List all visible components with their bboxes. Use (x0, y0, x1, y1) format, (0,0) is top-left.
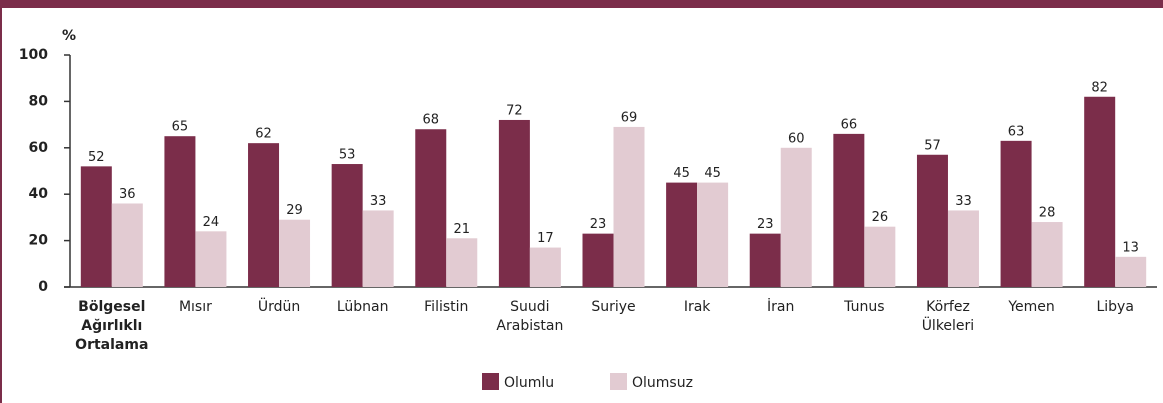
bar (111, 203, 143, 287)
value-label: 24 (203, 215, 220, 230)
y-tick-label: 0 (38, 279, 48, 295)
x-tick-label: Libya (1096, 299, 1134, 315)
value-label: 63 (1008, 124, 1025, 139)
value-label: 53 (339, 148, 356, 163)
value-label: 82 (1091, 80, 1108, 95)
left-border (0, 0, 2, 403)
bar (1031, 222, 1063, 287)
value-label: 33 (955, 194, 972, 209)
x-tick-label: Irak (683, 299, 711, 315)
value-label: 69 (621, 110, 638, 125)
value-label: 45 (673, 166, 690, 181)
x-tick-label: Bölgesel Ağırlıklı Ortalama (75, 299, 149, 353)
bar (164, 136, 196, 287)
legend-label: Olumlu (504, 375, 554, 391)
bar (362, 210, 394, 287)
bar (331, 164, 363, 287)
bar (582, 233, 614, 287)
bar (613, 126, 645, 287)
bar (529, 247, 561, 287)
value-label: 26 (872, 210, 889, 225)
value-label: 23 (590, 217, 607, 232)
y-tick-label: 40 (29, 186, 49, 202)
value-label: 60 (788, 131, 805, 146)
legend-label: Olumsuz (632, 375, 693, 391)
y-tick-label: 80 (29, 93, 49, 109)
value-label: 21 (453, 222, 470, 237)
x-tick-label: Filistin (424, 299, 469, 315)
bar (498, 119, 530, 288)
bar (833, 133, 865, 287)
x-tick-label: Tunus (844, 299, 885, 315)
x-tick-label: Lübnan (336, 299, 389, 315)
value-label: 62 (255, 127, 272, 142)
x-tick-label: Körfez Ülkeleri (921, 299, 975, 334)
bar (749, 233, 781, 287)
bar (1084, 96, 1116, 287)
bar (947, 210, 979, 287)
bar (279, 219, 311, 287)
bar (446, 238, 478, 287)
x-tick-label: Yemen (1008, 299, 1055, 315)
x-tick-label: Ürdün (257, 299, 301, 315)
value-label: 57 (924, 138, 941, 153)
value-label: 45 (704, 166, 721, 181)
value-label: 36 (119, 187, 136, 202)
value-label: 66 (841, 117, 858, 132)
bar (415, 129, 447, 287)
value-label: 28 (1039, 206, 1056, 221)
bar (666, 182, 698, 287)
value-label: 33 (370, 194, 387, 209)
bar (864, 226, 896, 287)
bar (80, 166, 112, 287)
y-axis-label: % (62, 28, 76, 44)
x-tick-label: Suriye (591, 299, 636, 315)
value-label: 13 (1122, 240, 1139, 255)
legend-swatch (610, 373, 627, 390)
bar (1000, 140, 1032, 287)
bar (780, 147, 812, 287)
value-label: 68 (422, 113, 439, 128)
value-label: 65 (172, 120, 189, 135)
value-label: 72 (506, 103, 523, 118)
value-label: 17 (537, 231, 554, 246)
bar (697, 182, 729, 287)
x-tick-label: İran (767, 299, 795, 315)
value-label: 52 (88, 150, 105, 165)
bar (248, 143, 280, 287)
bar (195, 231, 227, 287)
value-label: 23 (757, 217, 774, 232)
y-tick-label: 20 (29, 233, 49, 249)
legend-swatch (482, 373, 499, 390)
top-band (0, 0, 1163, 8)
bar (916, 154, 948, 287)
y-tick-label: 100 (19, 47, 48, 63)
value-label: 29 (286, 203, 303, 218)
y-tick-label: 60 (29, 140, 49, 156)
x-tick-label: Suudi Arabistan (496, 299, 564, 334)
bar (1115, 256, 1147, 287)
x-tick-label: Mısır (178, 299, 212, 315)
